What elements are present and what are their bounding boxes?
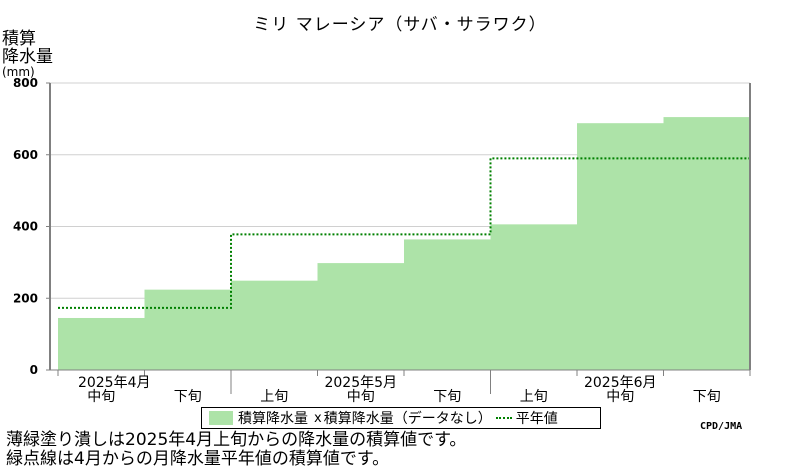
precipitation-bar xyxy=(317,263,405,370)
normal-line xyxy=(58,157,750,309)
legend-series1-label: 積算降水量 xyxy=(238,411,308,427)
x-tick-label: 下旬 xyxy=(693,389,721,405)
y-tick-label: 0 xyxy=(30,363,38,377)
precipitation-bar xyxy=(490,224,578,370)
footnote-2: 緑点線は4月からの月降水量平年値の積算値です。 xyxy=(6,449,390,469)
axis-labels: 0 200 400 600 800 中旬 下旬 上旬 中旬 下旬 上旬 中旬 下旬 2025年4月 2025… xyxy=(13,76,721,405)
y-axis-label-line1: 積算 xyxy=(2,29,36,49)
x-tick-label: 上旬 xyxy=(520,389,548,405)
legend-fill-swatch xyxy=(208,410,234,426)
y-axis-unit: (mm) xyxy=(2,65,35,79)
x-tick-label: 中旬 xyxy=(606,389,634,405)
legend-normal-line xyxy=(495,417,512,419)
footnote-1: 薄緑塗り潰しは2025年4月上旬からの降水量の積算値です。 xyxy=(6,430,467,450)
legend-missing-label: 積算降水量（データなし） xyxy=(323,411,492,427)
legend: 積算降水量 x 積算降水量（データなし） 平年値 xyxy=(201,407,601,429)
precipitation-bar xyxy=(577,123,664,371)
legend-missing-marker: x xyxy=(314,410,322,426)
y-tick-label: 800 xyxy=(13,76,38,90)
y-axis-label-line2: 降水量 xyxy=(2,47,53,67)
month-label: 2025年5月 xyxy=(324,375,397,391)
axes xyxy=(46,82,751,394)
normal-step-line xyxy=(58,157,750,309)
x-tick-label: 中旬 xyxy=(87,389,115,405)
precipitation-bar xyxy=(58,317,145,370)
month-label: 2025年4月 xyxy=(78,375,151,391)
precipitation-bar xyxy=(663,117,751,370)
x-tick-label: 下旬 xyxy=(174,389,202,405)
chart-title: ミリ マレーシア（サバ・サラワク） xyxy=(253,15,547,35)
y-tick-label: 400 xyxy=(13,220,38,234)
precipitation-bar xyxy=(404,239,491,370)
y-tick-label: 600 xyxy=(13,148,38,162)
x-tick-label: 下旬 xyxy=(433,389,461,405)
legend-series2-label: 平年値 xyxy=(515,411,558,427)
precipitation-bar xyxy=(144,289,232,370)
precipitation-bar xyxy=(231,280,318,370)
y-tick-label: 200 xyxy=(13,291,38,305)
month-label: 2025年6月 xyxy=(584,375,657,391)
y-axis-label: 積算 降水量 (mm) xyxy=(2,30,53,78)
x-tick-label: 中旬 xyxy=(347,389,375,405)
x-tick-label: 上旬 xyxy=(260,389,288,405)
credit: CPD/JMA xyxy=(700,421,743,432)
